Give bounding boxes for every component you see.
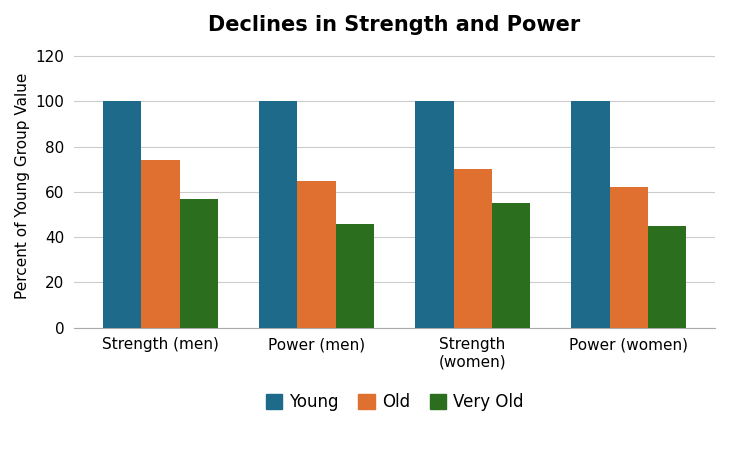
Bar <box>648 226 686 327</box>
Bar <box>259 101 298 327</box>
Bar <box>298 180 336 327</box>
Bar <box>180 199 218 327</box>
Legend: Young, Old, Very Old: Young, Old, Very Old <box>259 387 530 418</box>
Bar <box>453 169 492 327</box>
Y-axis label: Percent of Young Group Value: Percent of Young Group Value <box>15 73 30 300</box>
Bar <box>610 187 648 327</box>
Bar <box>103 101 142 327</box>
Bar <box>415 101 453 327</box>
Bar <box>142 160 180 327</box>
Bar <box>492 203 530 327</box>
Title: Declines in Strength and Power: Declines in Strength and Power <box>209 15 580 35</box>
Bar <box>336 224 374 327</box>
Bar <box>572 101 610 327</box>
